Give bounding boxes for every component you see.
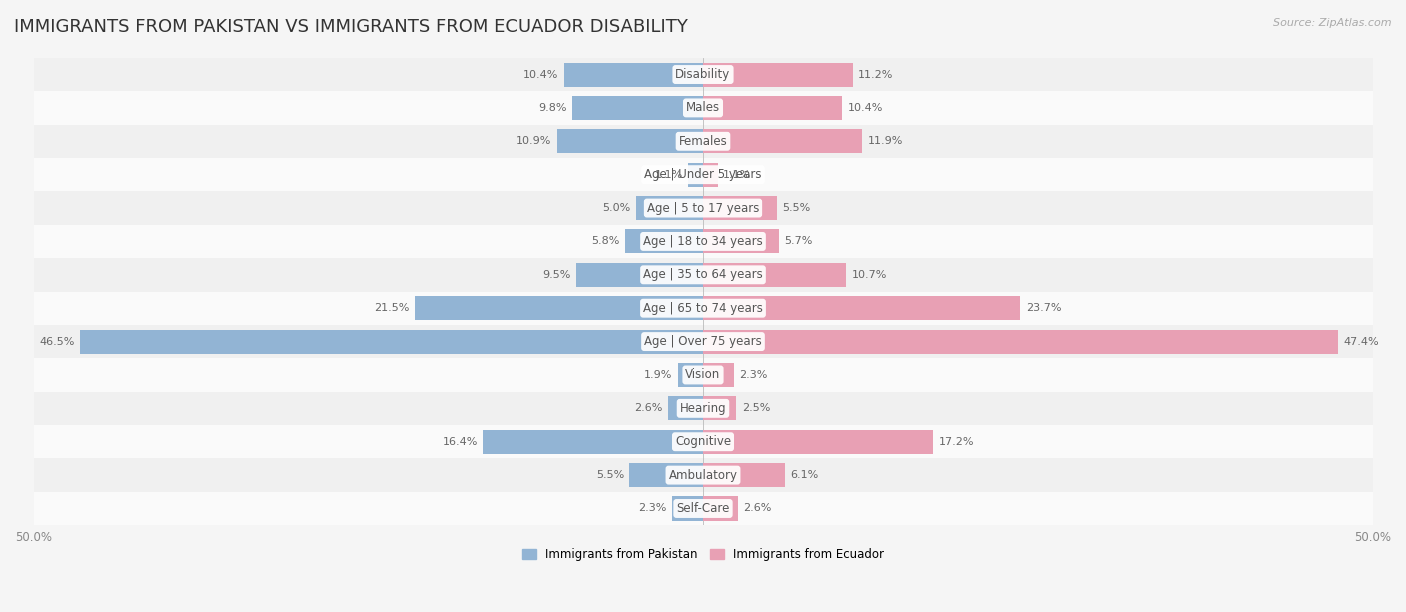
Bar [703,463,785,487]
Bar [34,458,1372,492]
Bar [564,62,703,86]
Bar [703,129,862,154]
Text: 2.3%: 2.3% [638,504,666,513]
Bar [34,258,1372,291]
Bar [34,358,1372,392]
Bar [415,296,703,320]
Legend: Immigrants from Pakistan, Immigrants from Ecuador: Immigrants from Pakistan, Immigrants fro… [517,543,889,566]
Text: 1.1%: 1.1% [723,170,751,180]
Bar [703,430,934,453]
Bar [703,263,846,287]
Text: 5.7%: 5.7% [785,236,813,247]
Text: 10.4%: 10.4% [523,70,558,80]
Bar [703,62,853,86]
Text: 10.9%: 10.9% [516,136,551,146]
Text: Age | 35 to 64 years: Age | 35 to 64 years [643,268,763,282]
Text: 46.5%: 46.5% [39,337,75,346]
Text: Cognitive: Cognitive [675,435,731,448]
Text: 47.4%: 47.4% [1343,337,1379,346]
Text: 6.1%: 6.1% [790,470,818,480]
Text: 1.9%: 1.9% [644,370,672,380]
Bar [678,363,703,387]
Text: 21.5%: 21.5% [374,303,409,313]
Text: 2.3%: 2.3% [740,370,768,380]
Text: 10.4%: 10.4% [848,103,883,113]
Bar [703,196,776,220]
Text: 5.5%: 5.5% [782,203,810,213]
Bar [703,296,1021,320]
Bar [668,397,703,420]
Text: 9.5%: 9.5% [543,270,571,280]
Text: 2.6%: 2.6% [744,504,772,513]
Bar [626,230,703,253]
Bar [703,163,717,187]
Bar [34,158,1372,192]
Bar [703,230,779,253]
Bar [703,363,734,387]
Bar [703,496,738,520]
Text: 5.8%: 5.8% [592,236,620,247]
Text: Age | Under 5 years: Age | Under 5 years [644,168,762,181]
Bar [34,325,1372,358]
Text: 5.0%: 5.0% [602,203,631,213]
Text: Age | 65 to 74 years: Age | 65 to 74 years [643,302,763,315]
Text: Hearing: Hearing [679,402,727,415]
Text: Ambulatory: Ambulatory [668,469,738,482]
Text: Age | Over 75 years: Age | Over 75 years [644,335,762,348]
Text: Females: Females [679,135,727,147]
Text: 16.4%: 16.4% [443,437,478,447]
Text: 2.5%: 2.5% [742,403,770,413]
Text: 9.8%: 9.8% [538,103,567,113]
Text: 17.2%: 17.2% [939,437,974,447]
Bar [484,430,703,453]
Bar [34,291,1372,325]
Text: Males: Males [686,102,720,114]
Text: 11.2%: 11.2% [858,70,894,80]
Bar [557,129,703,154]
Text: IMMIGRANTS FROM PAKISTAN VS IMMIGRANTS FROM ECUADOR DISABILITY: IMMIGRANTS FROM PAKISTAN VS IMMIGRANTS F… [14,18,688,36]
Text: Age | 18 to 34 years: Age | 18 to 34 years [643,235,763,248]
Bar [34,492,1372,525]
Text: 11.9%: 11.9% [868,136,903,146]
Bar [34,225,1372,258]
Text: 2.6%: 2.6% [634,403,662,413]
Bar [636,196,703,220]
Bar [703,96,842,120]
Bar [689,163,703,187]
Text: Vision: Vision [685,368,721,381]
Text: Age | 5 to 17 years: Age | 5 to 17 years [647,201,759,215]
Text: Self-Care: Self-Care [676,502,730,515]
Bar [630,463,703,487]
Bar [34,91,1372,125]
Bar [34,425,1372,458]
Text: 23.7%: 23.7% [1026,303,1062,313]
Bar [80,330,703,354]
Bar [576,263,703,287]
Bar [572,96,703,120]
Text: 5.5%: 5.5% [596,470,624,480]
Bar [672,496,703,520]
Text: 10.7%: 10.7% [852,270,887,280]
Bar [34,392,1372,425]
Text: Source: ZipAtlas.com: Source: ZipAtlas.com [1274,18,1392,28]
Text: Disability: Disability [675,68,731,81]
Text: 1.1%: 1.1% [655,170,683,180]
Bar [703,397,737,420]
Bar [703,330,1337,354]
Bar [34,58,1372,91]
Bar [34,192,1372,225]
Bar [34,125,1372,158]
